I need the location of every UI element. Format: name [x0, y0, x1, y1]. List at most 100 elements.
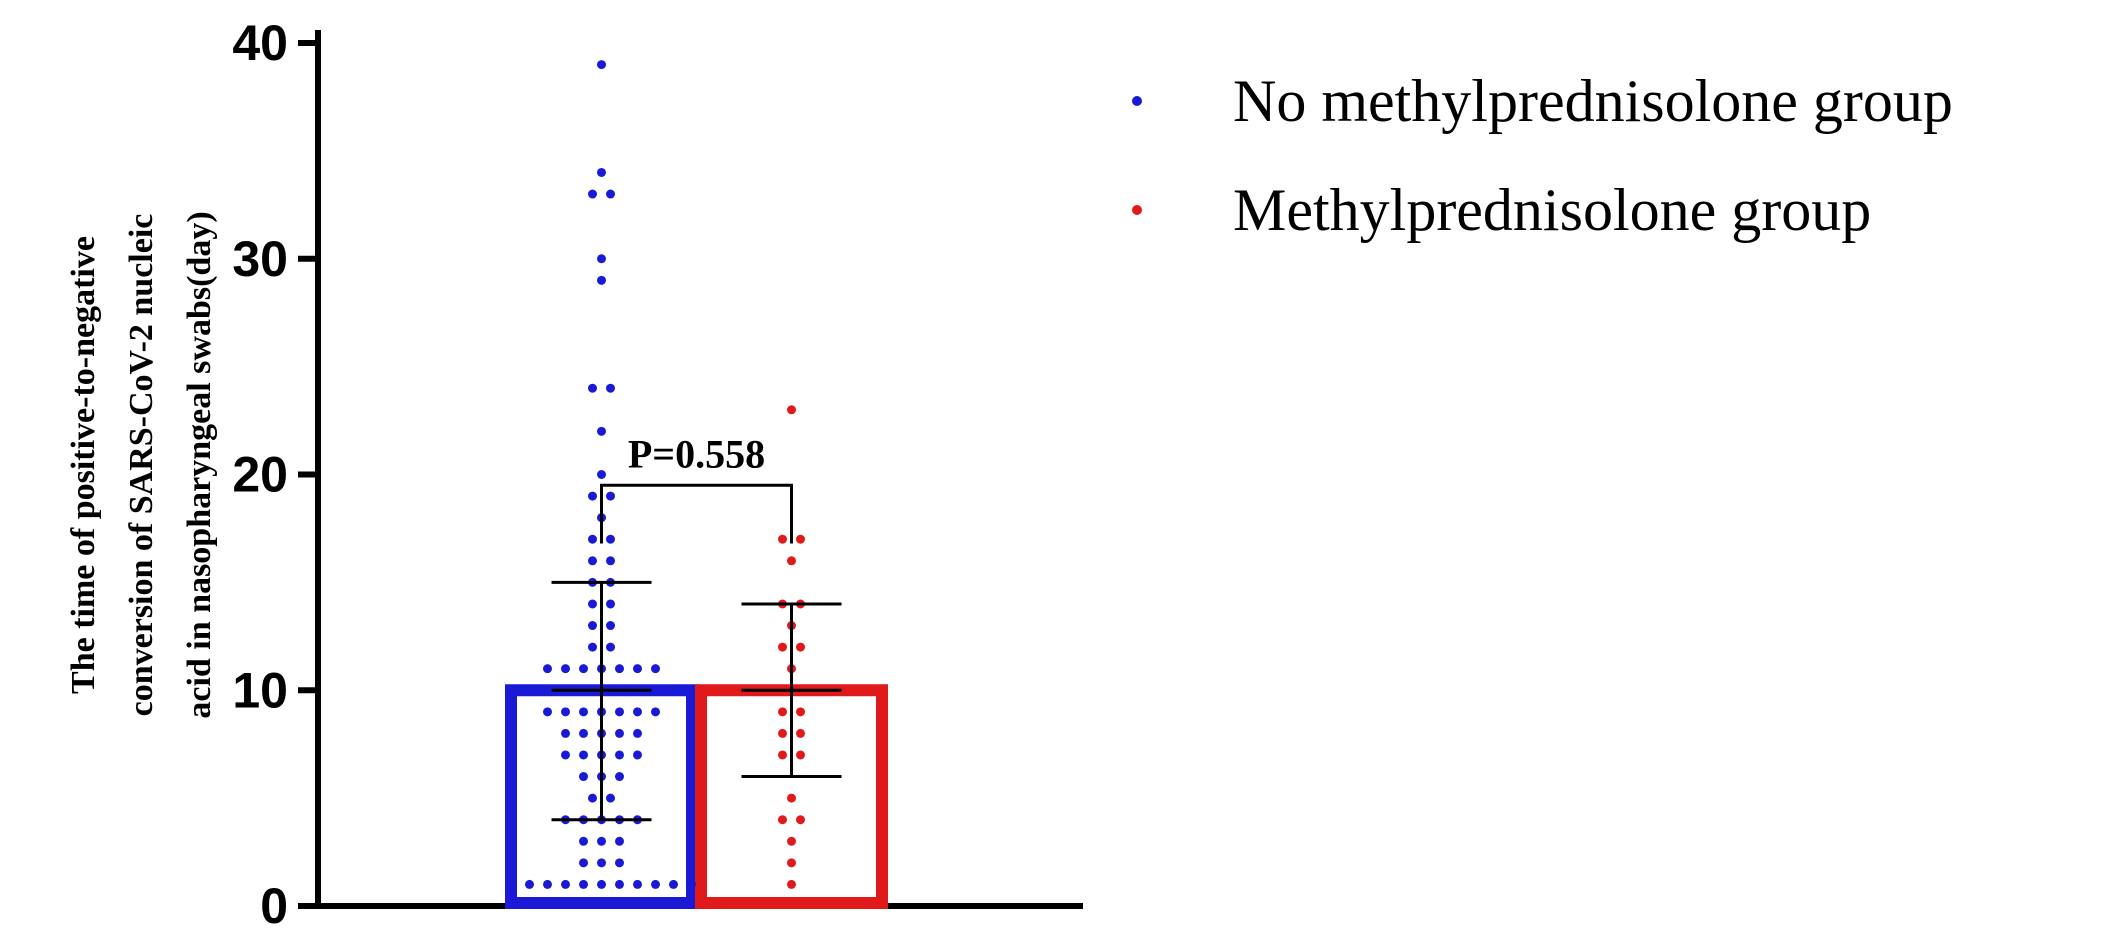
point-no-methylprednisolone: [615, 858, 624, 868]
point-no-methylprednisolone: [579, 664, 588, 674]
point-no-methylprednisolone: [606, 793, 615, 803]
significance-bracket: P=0.558: [600, 431, 793, 544]
point-no-methylprednisolone: [597, 254, 606, 264]
point-no-methylprednisolone: [606, 599, 615, 609]
y-tick-label: 10: [232, 662, 288, 718]
point-no-methylprednisolone: [588, 534, 597, 544]
point-no-methylprednisolone: [579, 879, 588, 889]
bars: [505, 684, 888, 909]
point-no-methylprednisolone: [606, 642, 615, 652]
point-methylprednisolone: [796, 707, 805, 717]
point-no-methylprednisolone: [633, 879, 642, 889]
point-no-methylprednisolone: [615, 836, 624, 846]
point-no-methylprednisolone: [606, 534, 615, 544]
y-ticks: 0 10 20 30 40: [232, 15, 318, 934]
point-methylprednisolone: [778, 750, 787, 760]
point-no-methylprednisolone: [633, 750, 642, 760]
point-no-methylprednisolone: [579, 772, 588, 782]
point-no-methylprednisolone: [597, 470, 606, 479]
point-no-methylprednisolone: [597, 879, 606, 889]
point-no-methylprednisolone: [615, 879, 624, 889]
point-no-methylprednisolone: [597, 836, 606, 846]
point-no-methylprednisolone: [687, 879, 696, 889]
point-no-methylprednisolone: [579, 750, 588, 760]
point-no-methylprednisolone: [633, 728, 642, 738]
point-no-methylprednisolone: [615, 750, 624, 760]
y-axis-label: The time of positive-to-negative convers…: [65, 211, 218, 718]
point-no-methylprednisolone: [543, 664, 552, 674]
point-methylprednisolone: [796, 750, 805, 760]
point-no-methylprednisolone: [561, 664, 570, 674]
point-no-methylprednisolone: [597, 858, 606, 868]
y-tick-label: 20: [232, 447, 288, 503]
legend-label-methylprednisolone: Methylprednisolone group: [1233, 177, 1871, 243]
point-no-methylprednisolone: [507, 879, 516, 889]
point-no-methylprednisolone: [606, 556, 615, 566]
point-no-methylprednisolone: [606, 383, 615, 393]
point-no-methylprednisolone: [606, 621, 615, 631]
point-no-methylprednisolone: [615, 772, 624, 782]
point-no-methylprednisolone: [633, 664, 642, 674]
p-value-annotation: P=0.558: [628, 431, 765, 476]
point-methylprednisolone: [787, 793, 796, 803]
point-methylprednisolone: [796, 534, 805, 544]
point-no-methylprednisolone: [561, 750, 570, 760]
point-no-methylprednisolone: [597, 275, 606, 285]
point-no-methylprednisolone: [543, 685, 552, 695]
y-tick-label: 30: [232, 231, 288, 287]
point-no-methylprednisolone: [588, 491, 597, 501]
point-no-methylprednisolone: [615, 728, 624, 738]
point-methylprednisolone: [778, 642, 787, 652]
point-no-methylprednisolone: [669, 879, 678, 889]
data-points: [507, 60, 805, 889]
point-methylprednisolone: [778, 728, 787, 738]
point-no-methylprednisolone: [633, 707, 642, 717]
point-no-methylprednisolone: [525, 879, 534, 889]
point-methylprednisolone: [778, 707, 787, 717]
point-no-methylprednisolone: [606, 491, 615, 501]
point-methylprednisolone: [796, 728, 805, 738]
error-bars: [551, 580, 842, 822]
point-no-methylprednisolone: [588, 793, 597, 803]
point-methylprednisolone: [787, 858, 796, 868]
point-no-methylprednisolone: [543, 879, 552, 889]
point-no-methylprednisolone: [651, 685, 660, 695]
point-no-methylprednisolone: [588, 621, 597, 631]
point-no-methylprednisolone: [597, 60, 606, 70]
point-no-methylprednisolone: [615, 664, 624, 674]
legend-marker-methylprednisolone: [1132, 205, 1142, 215]
y-axis-label-line-2: conversion of SARS-CoV-2 nucleic: [123, 214, 160, 717]
point-methylprednisolone: [787, 836, 796, 846]
point-no-methylprednisolone: [651, 879, 660, 889]
point-no-methylprednisolone: [579, 728, 588, 738]
legend-marker-no-methylprednisolone: [1132, 96, 1142, 106]
point-no-methylprednisolone: [579, 836, 588, 846]
point-methylprednisolone: [787, 556, 796, 566]
point-no-methylprednisolone: [579, 707, 588, 717]
point-methylprednisolone: [796, 815, 805, 825]
bracket-line: [600, 483, 793, 544]
point-no-methylprednisolone: [579, 858, 588, 868]
y-tick-label: 40: [232, 15, 288, 71]
point-no-methylprednisolone: [615, 707, 624, 717]
point-methylprednisolone: [787, 405, 796, 415]
point-no-methylprednisolone: [588, 189, 597, 199]
point-no-methylprednisolone: [561, 728, 570, 738]
point-no-methylprednisolone: [543, 707, 552, 717]
point-methylprednisolone: [787, 879, 796, 889]
legend: No methylprednisolone group Methylpredni…: [1132, 68, 1953, 243]
point-no-methylprednisolone: [561, 879, 570, 889]
point-no-methylprednisolone: [651, 664, 660, 674]
point-no-methylprednisolone: [651, 707, 660, 717]
y-tick-label: 0: [260, 878, 288, 934]
point-no-methylprednisolone: [606, 189, 615, 199]
point-no-methylprednisolone: [597, 167, 606, 177]
point-no-methylprednisolone: [588, 383, 597, 393]
y-axis-label-line-1: The time of positive-to-negative: [65, 236, 102, 694]
point-methylprednisolone: [778, 815, 787, 825]
point-no-methylprednisolone: [588, 556, 597, 566]
y-axis-label-line-3: acid in nasopharyngeal swabs(day): [181, 211, 218, 718]
point-no-methylprednisolone: [588, 642, 597, 652]
